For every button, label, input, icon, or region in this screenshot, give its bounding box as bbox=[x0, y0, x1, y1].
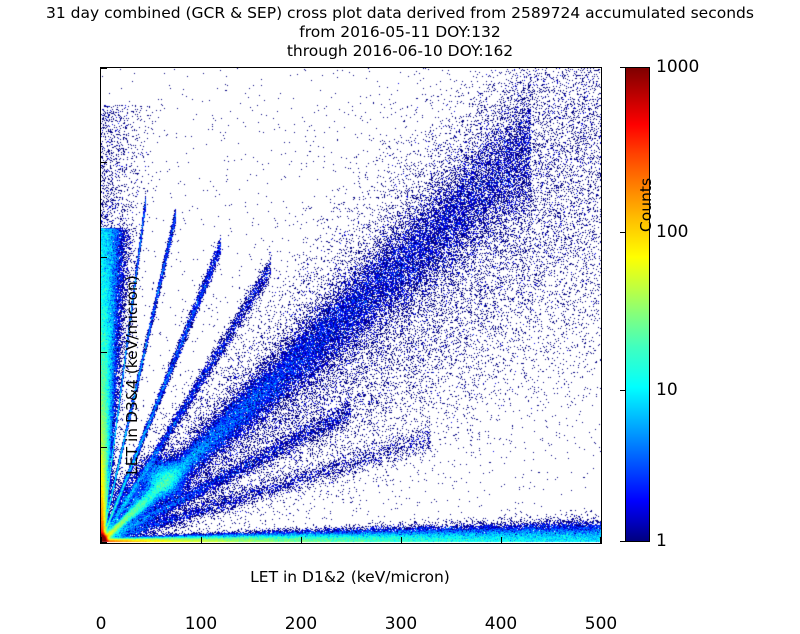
y-tick-300 bbox=[101, 257, 107, 258]
x-tick-0 bbox=[101, 537, 102, 543]
colorbar-label-10: 10 bbox=[656, 380, 678, 400]
colorbar-label-1000: 1000 bbox=[656, 57, 700, 77]
colorbar-tick-1 bbox=[620, 541, 626, 542]
colorbar-label-100: 100 bbox=[656, 222, 689, 242]
colorbar-gradient bbox=[625, 67, 650, 542]
plot-area: 0 100 200 300 400 500 0 100 200 300 400 … bbox=[96, 67, 617, 633]
x-tick-100 bbox=[201, 537, 202, 543]
colorbar-title: Counts bbox=[637, 177, 655, 233]
y-axis-title: LET in D3&4 (keV/micron) bbox=[123, 275, 141, 475]
y-tick-0 bbox=[101, 542, 107, 543]
colorbar-label-1: 1 bbox=[656, 531, 667, 551]
y-tick-500 bbox=[101, 68, 107, 69]
x-tick-300 bbox=[401, 537, 402, 543]
page-title: 31 day combined (GCR & SEP) cross plot d… bbox=[0, 4, 800, 61]
x-axis-title: LET in D1&2 (keV/micron) bbox=[250, 568, 450, 586]
colorbar: 1000 100 10 1 bbox=[620, 59, 699, 550]
heatmap-canvas bbox=[101, 68, 601, 543]
x-tick-500 bbox=[600, 537, 601, 543]
x-tick-label-500: 500 bbox=[584, 614, 618, 634]
y-tick-400 bbox=[101, 162, 107, 163]
density-plot-figure: 31 day combined (GCR & SEP) cross plot d… bbox=[0, 4, 800, 633]
colorbar-tick-1000 bbox=[620, 67, 626, 68]
x-tick-400 bbox=[501, 537, 502, 543]
y-tick-200 bbox=[101, 352, 107, 353]
title-line-1: 31 day combined (GCR & SEP) cross plot d… bbox=[46, 4, 754, 22]
title-line-2: from 2016-05-11 DOY:132 bbox=[299, 23, 501, 41]
y-tick-100 bbox=[101, 447, 107, 448]
colorbar-tick-100 bbox=[620, 232, 626, 233]
colorbar-tick-10 bbox=[620, 390, 626, 391]
title-line-3: through 2016-06-10 DOY:162 bbox=[286, 42, 514, 60]
x-tick-200 bbox=[301, 537, 302, 543]
